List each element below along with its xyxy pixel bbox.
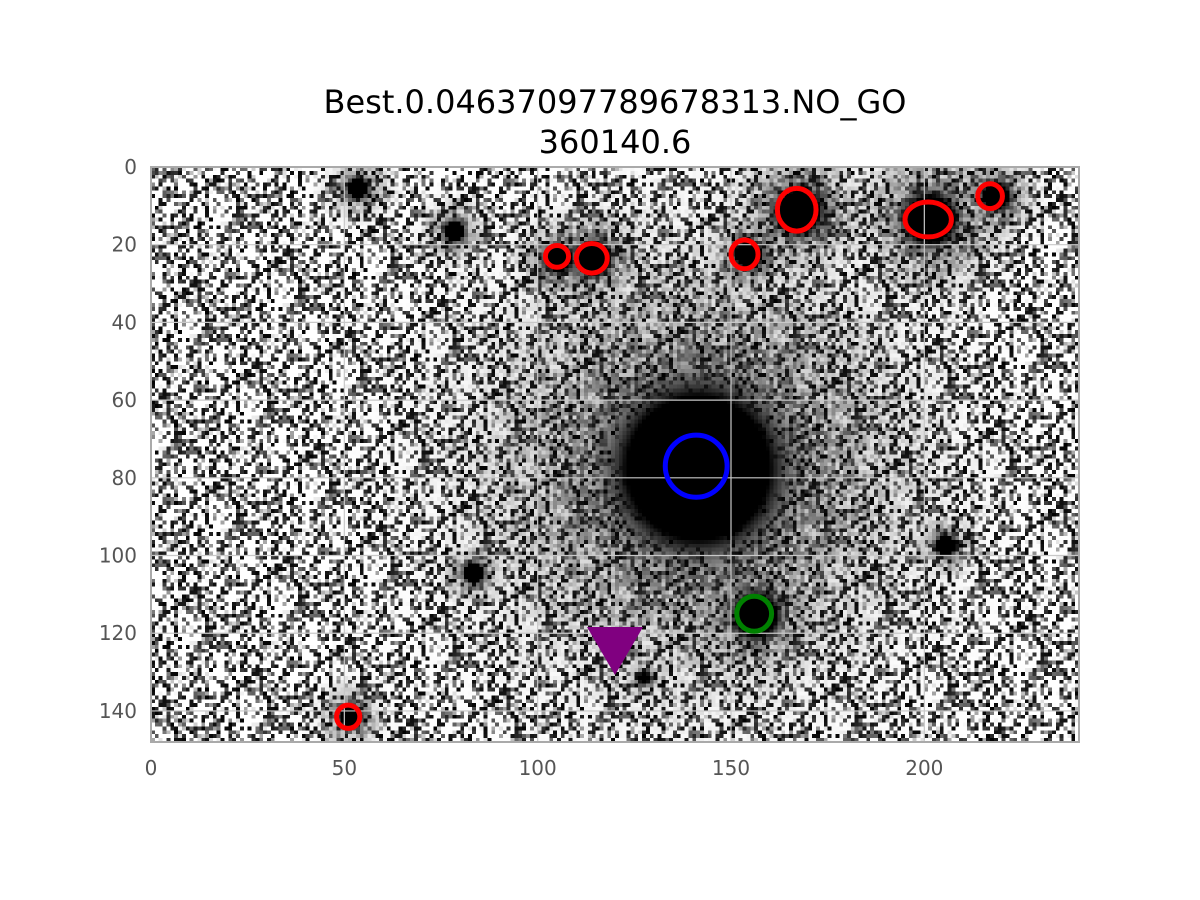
blue-circle (662, 432, 730, 500)
y-tick-label: 0 (124, 155, 137, 179)
y-tick-label: 140 (99, 699, 137, 723)
title-line-1: Best.0.04637097789678313.NO_GO (324, 83, 907, 121)
y-tick-label: 80 (112, 466, 137, 490)
x-axis: 0 50 100 150 200 (145, 756, 944, 780)
red-ellipse (542, 242, 572, 270)
red-ellipse (902, 199, 954, 240)
purple-triangle (587, 626, 643, 675)
y-tick-label: 20 (112, 233, 137, 257)
red-ellipse (774, 185, 819, 234)
axes-frame (150, 166, 1080, 743)
x-tick-label: 200 (905, 756, 943, 780)
y-tick-label: 40 (112, 310, 137, 334)
y-tick-label: 100 (99, 544, 137, 568)
x-tick-label: 50 (332, 756, 357, 780)
y-axis: 0 20 40 60 80 100 120 140 (99, 155, 137, 723)
y-tick-label: 60 (112, 388, 137, 412)
red-ellipse (728, 237, 761, 272)
green-circle (734, 593, 775, 634)
grid (150, 166, 1079, 742)
x-tick-label: 0 (145, 756, 158, 780)
title-line-2: 360140.6 (539, 123, 692, 161)
red-ellipse (573, 241, 610, 276)
plot-area (150, 166, 1080, 743)
y-tick-label: 120 (99, 621, 137, 645)
x-tick-label: 100 (519, 756, 557, 780)
red-ellipse (975, 181, 1005, 212)
markers (334, 181, 1005, 731)
x-tick-label: 150 (712, 756, 750, 780)
red-ellipse (334, 702, 363, 731)
